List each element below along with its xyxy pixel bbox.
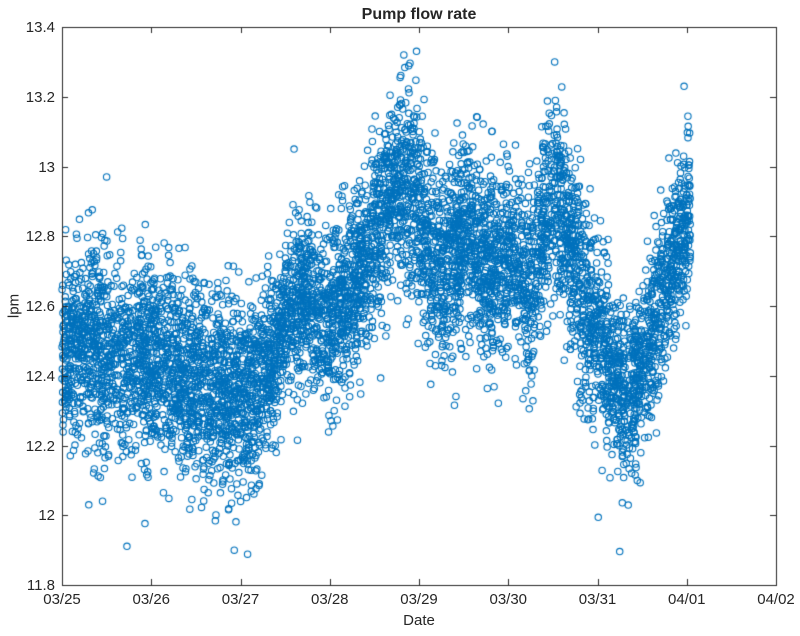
x-tick-label: 03/29 — [400, 591, 438, 608]
y-tick-label: 13 — [38, 158, 55, 176]
y-tick-label: 12 — [38, 507, 55, 525]
x-tick-label: 03/25 — [43, 591, 81, 608]
x-tick-label: 03/28 — [310, 591, 349, 608]
y-tick-label: 12.6 — [25, 298, 55, 315]
x-tick-label: 03/30 — [489, 591, 528, 608]
y-tick-label: 13.2 — [25, 88, 55, 106]
x-axis-label: Date — [403, 612, 435, 629]
x-tick-label: 03/26 — [132, 591, 171, 608]
y-tick-label: 12.4 — [25, 367, 55, 385]
x-tick-label: 03/27 — [221, 591, 260, 608]
y-tick-label: 13.4 — [25, 19, 55, 36]
y-tick-label: 11.8 — [26, 577, 55, 594]
y-tick-label: 12.2 — [25, 437, 55, 455]
chart-title: Pump flow rate — [361, 6, 477, 23]
x-tick-label: 04/01 — [667, 591, 706, 608]
y-tick-label: 12.8 — [25, 228, 55, 246]
x-tick-label: 03/31 — [578, 591, 617, 608]
x-tick-label: 04/02 — [757, 591, 795, 608]
